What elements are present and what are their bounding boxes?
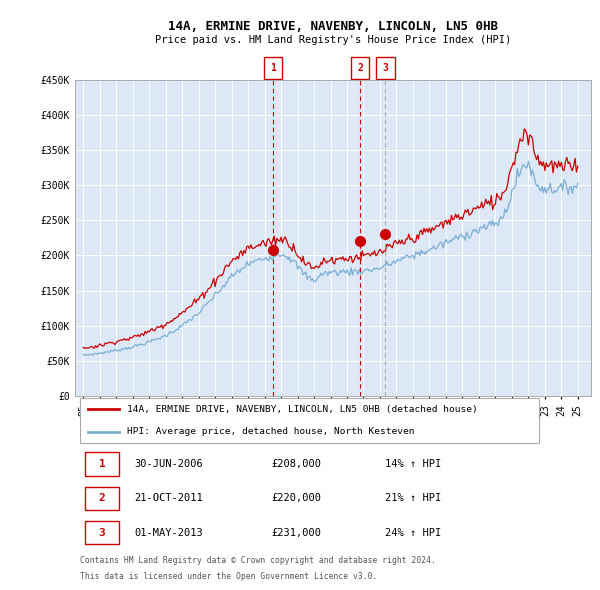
Text: 21% ↑ HPI: 21% ↑ HPI	[385, 493, 441, 503]
Text: HPI: Average price, detached house, North Kesteven: HPI: Average price, detached house, Nort…	[127, 427, 414, 436]
Text: Price paid vs. HM Land Registry's House Price Index (HPI): Price paid vs. HM Land Registry's House …	[155, 35, 511, 45]
Text: 2: 2	[99, 493, 106, 503]
Text: 1: 1	[270, 63, 276, 73]
Text: 3: 3	[99, 527, 106, 537]
FancyBboxPatch shape	[85, 521, 119, 545]
FancyBboxPatch shape	[376, 57, 395, 79]
FancyBboxPatch shape	[85, 453, 119, 476]
FancyBboxPatch shape	[80, 398, 539, 443]
FancyBboxPatch shape	[85, 487, 119, 510]
Text: £208,000: £208,000	[271, 459, 321, 469]
Text: 24% ↑ HPI: 24% ↑ HPI	[385, 527, 441, 537]
Text: £231,000: £231,000	[271, 527, 321, 537]
Text: This data is licensed under the Open Government Licence v3.0.: This data is licensed under the Open Gov…	[80, 572, 377, 581]
Text: 14A, ERMINE DRIVE, NAVENBY, LINCOLN, LN5 0HB (detached house): 14A, ERMINE DRIVE, NAVENBY, LINCOLN, LN5…	[127, 405, 478, 414]
Text: 21-OCT-2011: 21-OCT-2011	[134, 493, 203, 503]
Text: 14A, ERMINE DRIVE, NAVENBY, LINCOLN, LN5 0HB: 14A, ERMINE DRIVE, NAVENBY, LINCOLN, LN5…	[168, 20, 498, 33]
Text: 14% ↑ HPI: 14% ↑ HPI	[385, 459, 441, 469]
Text: Contains HM Land Registry data © Crown copyright and database right 2024.: Contains HM Land Registry data © Crown c…	[80, 556, 436, 565]
FancyBboxPatch shape	[263, 57, 282, 79]
FancyBboxPatch shape	[351, 57, 370, 79]
Text: 2: 2	[357, 63, 363, 73]
Text: 3: 3	[382, 63, 388, 73]
Text: £220,000: £220,000	[271, 493, 321, 503]
Text: 30-JUN-2006: 30-JUN-2006	[134, 459, 203, 469]
Text: 01-MAY-2013: 01-MAY-2013	[134, 527, 203, 537]
Text: 1: 1	[99, 459, 106, 469]
